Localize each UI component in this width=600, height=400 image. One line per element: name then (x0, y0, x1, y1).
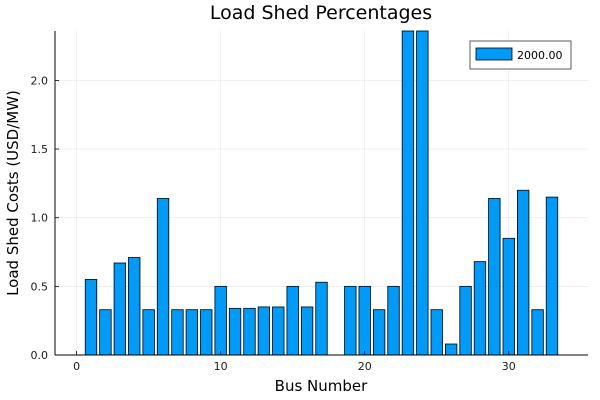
x-tick-label: 0 (73, 360, 80, 373)
legend-swatch (475, 47, 513, 61)
bar-bus-10 (214, 285, 227, 356)
bar-bus-25 (430, 309, 443, 356)
bar-bus-20 (358, 285, 371, 356)
bar-bus-9 (200, 309, 213, 356)
bar-bus-33 (545, 196, 559, 356)
bar-bus-6 (156, 198, 170, 356)
bar-bus-3 (113, 262, 126, 356)
bar-bus-21 (372, 309, 386, 356)
y-ticks: 0.0 0.5 1.0 1.5 2.0 (31, 74, 59, 362)
bar-bus-12 (243, 307, 256, 356)
bar-bus-2 (99, 309, 112, 356)
y-tick-label: 0.0 (31, 349, 49, 362)
bar-bus-24 (416, 30, 429, 356)
y-tick-label: 1.5 (31, 143, 49, 156)
bar-bus-22 (387, 285, 400, 356)
bar-bus-4 (128, 257, 141, 356)
bar-bus-15 (286, 285, 299, 356)
bar-bus-27 (459, 285, 472, 356)
chart-title: Load Shed Percentages (210, 2, 432, 24)
bar-bus-16 (300, 306, 314, 356)
y-tick-label: 2.0 (31, 74, 49, 87)
bars-group (84, 30, 559, 356)
x-ticks: 0 10 20 30 (73, 351, 516, 373)
bar-bus-8 (185, 309, 199, 356)
legend-label: 2000.00 (517, 49, 563, 62)
bar-bus-7 (171, 309, 184, 356)
y-tick-label: 1.0 (31, 212, 49, 225)
bar-bus-32 (531, 309, 544, 356)
bar-bus-14 (272, 306, 285, 356)
bar-bus-11 (228, 307, 242, 356)
bar-bus-30 (502, 237, 515, 356)
axes (54, 31, 588, 356)
bar-bus-13 (257, 306, 271, 356)
bar-bus-29 (488, 198, 501, 356)
bar-bus-26 (444, 343, 458, 356)
bar-bus-5 (142, 309, 155, 356)
x-tick-label: 10 (214, 360, 228, 373)
bar-bus-1 (84, 279, 98, 356)
x-tick-label: 30 (502, 360, 516, 373)
bar-bus-19 (344, 285, 357, 356)
bar-bus-17 (315, 281, 328, 356)
y-tick-label: 0.5 (31, 280, 49, 293)
x-axis-label: Bus Number (275, 377, 368, 395)
bar-bus-23 (401, 30, 415, 356)
x-tick-label: 20 (358, 360, 372, 373)
y-axis-label: Load Shed Costs (USD/MW) (4, 90, 22, 296)
bar-bus-28 (473, 261, 487, 356)
legend: 2000.00 (469, 40, 572, 70)
bar-bus-31 (517, 189, 530, 356)
